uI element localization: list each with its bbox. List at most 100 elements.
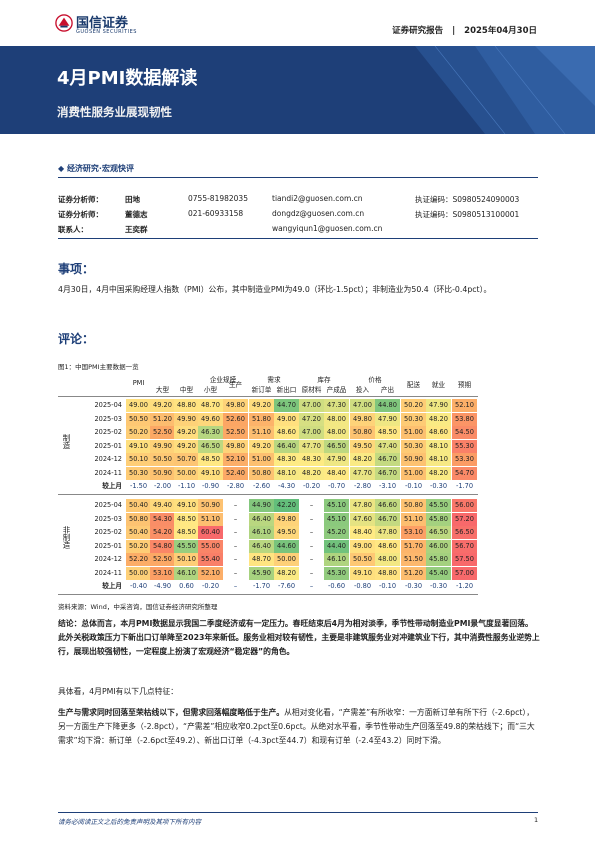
table-cell: 49.00 [274,412,299,426]
table-cell: 50.00 [174,466,199,480]
table-cell: 49.10 [126,439,151,453]
table-cell: 48.20 [299,466,324,480]
category-label: 经济研究·宏观快评 [66,164,134,173]
table-cell: 48.30 [299,453,324,466]
table-cell: -0.60 [324,580,349,593]
table-cell: 45.50 [426,499,451,512]
group-label-nonmfg: 非制造 [62,526,71,549]
table-cell: 48.50 [375,426,400,439]
table-cell: 52.20 [126,553,151,566]
table-cell: 54.50 [452,426,477,439]
table-cell: 52.10 [198,566,223,580]
table-cell: 49.10 [350,566,375,580]
table-cell: 49.00 [126,399,151,412]
table-cell: 50.50 [350,553,375,566]
table-cell: 48.80 [174,399,199,412]
table-cell: 48.60 [426,426,451,439]
column-header: 新订单 [251,386,272,394]
table-cell: 48.00 [324,426,349,439]
column-header: 就业 [431,381,446,389]
table-cell: 50.70 [174,453,199,466]
group-header: 价格 [368,376,382,384]
table-cell: 54.80 [150,539,175,553]
header-separator: | [452,26,456,36]
table-cell: 47.90 [426,399,451,412]
table-cell: 48.00 [324,412,349,426]
table-cell: 0.60 [174,580,199,593]
table-cell: 50.80 [126,512,151,526]
row-label: 2025-02 [94,428,122,436]
table-cell: -2.60 [249,480,274,493]
table-cell: -4.30 [274,480,299,493]
section-heading-comment: 评论： [58,332,95,346]
table-cell: 49.50 [274,526,299,539]
column-header: 投入 [355,386,370,394]
column-header: 生产 [228,381,243,389]
analyst-role: 证券分析师： [58,210,103,219]
table-cell: 49.80 [223,439,248,453]
point-1-paragraph: 生产与需求同时回落至荣枯线以下，但需求回落幅度略低于生产。从相对变化看，“产需差… [58,706,540,748]
table-cell: -0.20 [299,480,324,493]
title-banner [0,46,595,134]
table-cell: 50.10 [174,553,199,566]
table-cell: 46.50 [426,526,451,539]
footer-divider [58,812,538,813]
table-cell: 48.40 [350,526,375,539]
table-cell: 47.00 [350,399,375,412]
table-cell: 50.20 [126,539,151,553]
table-cell: 45.10 [324,512,349,526]
analyst-cert: 执证编码：S0980524090003 [415,195,520,204]
table-cell: 51.50 [401,553,426,566]
table-cell: -1.50 [126,480,151,493]
group-header: 库存 [317,376,331,384]
table-cell: -1.20 [452,580,477,593]
table-cell: 48.50 [174,526,199,539]
table-cell: 49.00 [350,539,375,553]
analyst-phone: 0755-81982035 [188,194,248,203]
table-cell: 56.50 [452,526,477,539]
table-cell: 51.10 [198,512,223,526]
table-cell: – [223,526,248,539]
table-cell: 54.20 [150,526,175,539]
table-cell: 47.20 [299,412,324,426]
specific-intro: 具体看，4月PMI有以下几点特征： [58,687,179,696]
group-header: 需求 [267,376,281,384]
table-cell: -0.70 [324,480,349,493]
table-cell: 49.10 [198,466,223,480]
table-cell: 50.50 [150,453,175,466]
table-cell: 50.80 [249,466,274,480]
table-cell: – [223,580,248,593]
table-cell: 50.50 [126,412,151,426]
table-cell: 51.80 [249,412,274,426]
table-cell: 46.10 [324,553,349,566]
table-cell: 46.00 [426,539,451,553]
table-cell: -3.10 [375,480,400,493]
table-cell: 50.30 [126,466,151,480]
table-cell: 50.30 [401,412,426,426]
table-cell: 48.60 [375,539,400,553]
table-cell: – [299,553,324,566]
table-cell: 50.40 [126,499,151,512]
table-cell: -0.40 [126,580,151,593]
table-cell: – [299,526,324,539]
table-cell: 48.10 [426,453,451,466]
guosen-logo-icon [55,14,73,32]
table-cell: 52.60 [223,412,248,426]
table-cell: -2.80 [223,480,248,493]
report-date: 2025年04月30日 [464,26,537,36]
divider [58,177,538,178]
group-label-mfg: 制造 [62,434,71,449]
table-cell: 50.90 [150,466,175,480]
table-cell: 49.90 [150,439,175,453]
table-cell: 49.60 [198,412,223,426]
column-header: 小型 [203,386,218,394]
table-cell: 47.00 [299,426,324,439]
table-cell: -0.90 [198,480,223,493]
table-cell: 47.80 [375,526,400,539]
row-label: 2024-12 [94,455,122,463]
table-cell: 49.20 [249,399,274,412]
table-cell: 46.10 [174,566,199,580]
table-cell: 47.60 [350,512,375,526]
page-header: 国信证券 GUOSEN SECURITIES 证券研究报告 | 2025年04月… [0,0,595,46]
